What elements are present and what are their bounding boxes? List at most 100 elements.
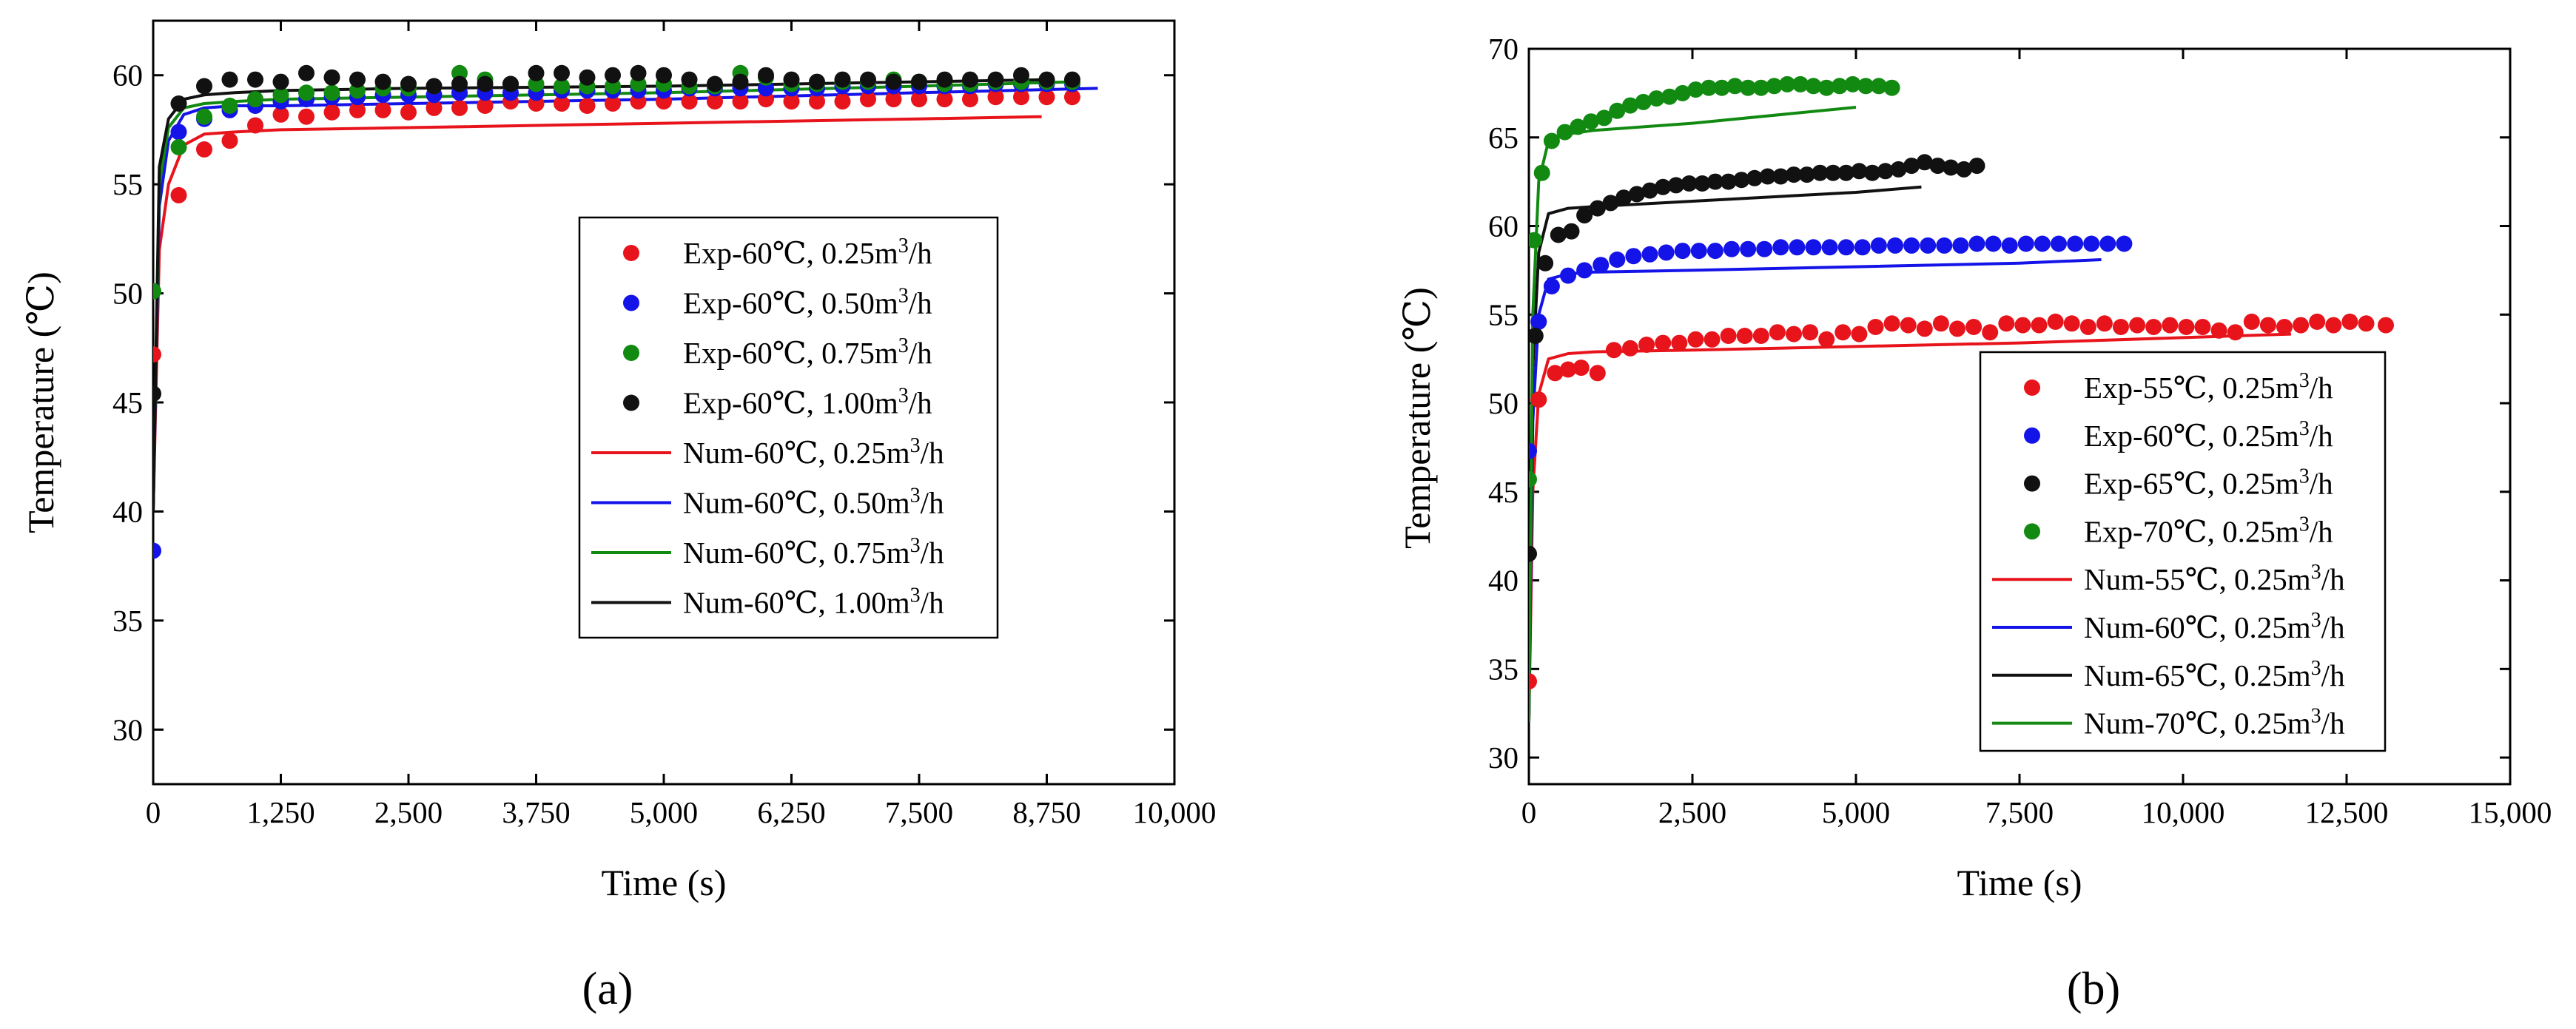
data-point [1968,158,1985,175]
data-point [1883,315,1900,332]
data-point [554,95,570,112]
y-tick-label: 45 [112,385,143,419]
data-point [758,67,774,84]
data-point [323,104,340,121]
data-point [2194,319,2211,335]
data-point [1949,320,1965,337]
data-point [2051,235,2067,252]
data-point [1615,189,1632,206]
data-point [1543,132,1560,149]
data-point [1593,257,1610,274]
data-point [1844,75,1861,92]
data-point [1837,239,1854,256]
legend-label: Exp-65℃, 0.25m3/h [2084,465,2333,501]
data-point [272,106,289,123]
data-point [1655,178,1672,195]
data-point [630,64,647,81]
legend-box [1979,351,2387,752]
data-point [2014,317,2031,334]
data-point [1537,254,1554,271]
y-tick-label: 50 [112,277,143,311]
data-point [1870,78,1887,95]
data-point [374,101,391,118]
data-point [1706,173,1724,190]
data-point [1064,89,1080,106]
x-tick-label: 15,000 [2469,795,2552,829]
data-point [1890,161,1907,178]
data-point [936,91,953,108]
y-tick-label: 55 [1488,297,1519,331]
data-point [1655,334,1672,351]
data-point [1550,226,1567,243]
data-point [1701,79,1718,96]
legend: Exp-60℃, 0.25m3/h Exp-60℃, 0.50m3/h Exp-60… [578,216,999,639]
series-line [1529,332,2291,723]
data-point [400,104,417,121]
x-tick-label: 6,250 [757,795,825,829]
data-point [1530,313,1547,330]
data-point [170,186,187,203]
data-point [1038,89,1055,106]
legend-label: Exp-60℃, 0.50m3/h [683,284,932,320]
x-tick-label: 0 [146,795,161,829]
data-point [1825,164,1842,181]
data-point [809,73,825,90]
data-point [2293,317,2310,334]
data-point [987,89,1004,106]
data-point [1982,324,1999,341]
data-point [1694,175,1711,192]
data-point [400,75,417,92]
data-point [1589,200,1606,217]
data-point [936,71,953,88]
data-point [1870,237,1887,254]
data-point [196,78,212,95]
data-point [1916,320,1933,337]
x-tick-label: 12,500 [2305,795,2389,829]
data-point [1726,78,1743,95]
data-point [1530,391,1547,408]
y-tick-label: 35 [1488,652,1519,686]
data-point [1641,246,1658,263]
data-point [2243,313,2260,330]
data-point [1641,182,1658,199]
data-point [2358,315,2375,332]
x-axis-title: Time (s) [601,862,726,903]
data-point [1752,328,1769,344]
data-point [783,93,800,110]
data-point [1706,243,1724,260]
data-point [1929,158,1946,175]
data-point [1932,315,1949,332]
data-point [1563,223,1580,240]
data-point [962,91,978,108]
legend-marker [2024,379,2040,396]
panel-label: (b) [2067,964,2120,1014]
data-point [170,95,187,112]
data-point [1900,317,1917,334]
legend-marker [2024,427,2040,444]
data-point [1013,67,1029,84]
data-point [1786,166,1802,183]
legend: Exp-55℃, 0.25m3/h Exp-60℃, 0.25m3/h Exp-65… [1979,351,2387,752]
data-point [1529,328,1544,344]
legend-label: Num-60℃, 1.00m3/h [683,584,944,620]
data-point [221,132,238,149]
data-point [1740,79,1757,96]
data-point [2378,317,2394,334]
data-point [1916,154,1933,171]
data-point [528,64,545,81]
y-tick-label: 40 [112,494,143,528]
data-point [451,75,468,92]
data-point [153,283,161,300]
data-point [1920,237,1937,254]
data-point [2341,313,2358,330]
series-line [153,115,1042,512]
data-point [1628,186,1645,203]
y-tick-label: 60 [1488,209,1519,243]
data-point [860,91,876,108]
data-point [1756,240,1773,257]
data-point [1818,331,1835,348]
data-point [1779,75,1796,92]
data-point [579,69,596,86]
data-point [1560,361,1576,378]
